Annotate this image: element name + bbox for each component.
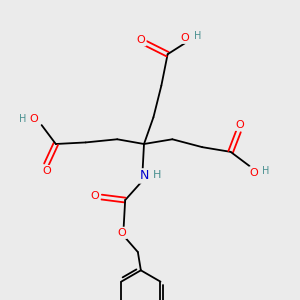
Text: O: O xyxy=(42,166,51,176)
Text: O: O xyxy=(91,190,99,201)
Text: H: H xyxy=(153,170,161,180)
Text: N: N xyxy=(139,169,149,182)
Text: O: O xyxy=(30,113,38,124)
Text: H: H xyxy=(194,31,201,41)
Text: O: O xyxy=(181,33,189,43)
Text: O: O xyxy=(118,228,127,238)
Text: H: H xyxy=(19,113,27,124)
Text: O: O xyxy=(236,120,244,130)
Text: O: O xyxy=(250,168,258,178)
Text: H: H xyxy=(262,166,270,176)
Text: O: O xyxy=(137,35,146,45)
